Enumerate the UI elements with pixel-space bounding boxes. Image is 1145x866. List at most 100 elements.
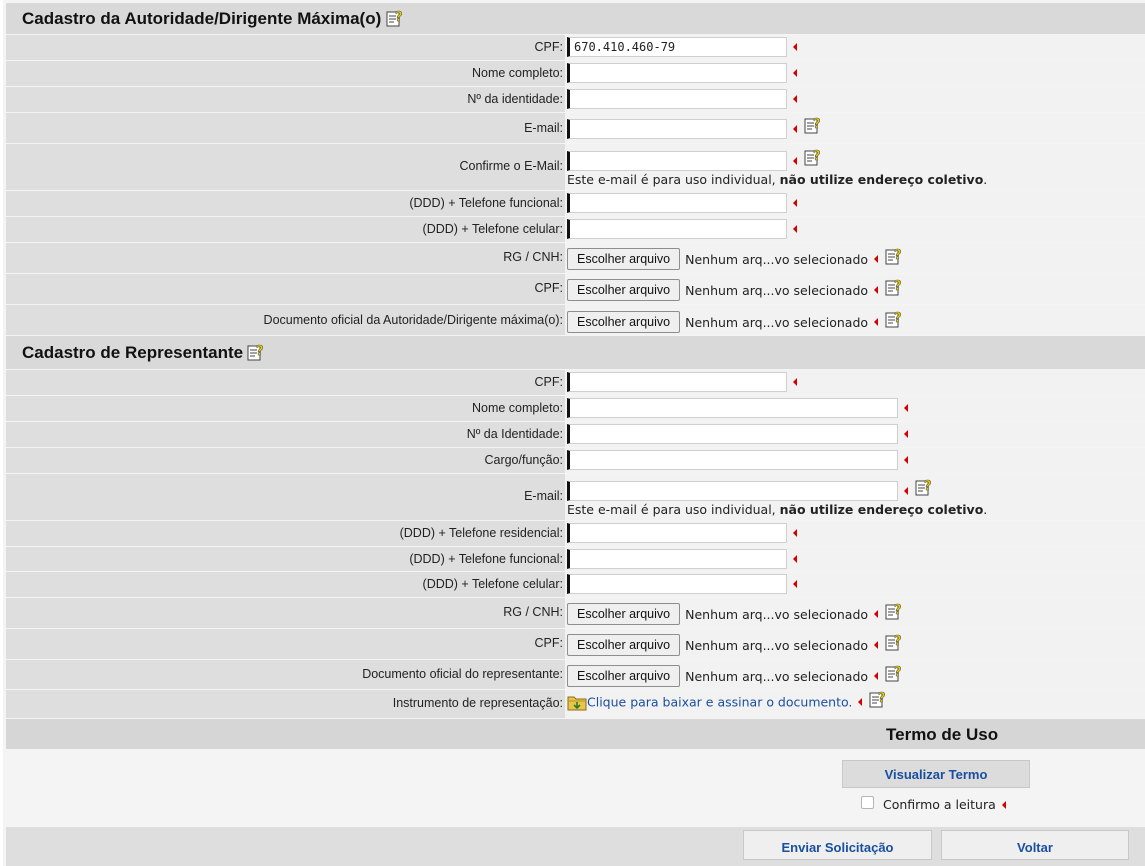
rep-tel-funcional-input[interactable] bbox=[567, 549, 787, 569]
download-document-link[interactable]: Clique para baixar e assinar o documento… bbox=[587, 694, 853, 710]
cpf-doc-label: CPF: bbox=[6, 274, 565, 304]
required-icon bbox=[904, 430, 908, 438]
svg-text:?: ? bbox=[894, 311, 902, 326]
form-row-doc-oficial: Documento oficial da Autoridade/Dirigent… bbox=[6, 305, 1145, 335]
choose-file-button[interactable]: Escolher arquivo bbox=[567, 634, 681, 656]
rep-cargo-label: Cargo/função: bbox=[6, 448, 565, 473]
rep-tel-celular-input[interactable] bbox=[567, 574, 787, 594]
help-icon[interactable]: ? bbox=[885, 247, 903, 266]
rep-identidade-input[interactable] bbox=[567, 424, 898, 444]
nome-input[interactable] bbox=[567, 63, 787, 83]
identidade-label: Nº da identidade: bbox=[6, 87, 565, 112]
form-row-rep-tel-funcional: (DDD) + Telefone funcional: bbox=[6, 547, 1145, 571]
form-row-email: E-mail: ? bbox=[6, 113, 1145, 143]
required-icon bbox=[874, 318, 879, 326]
identidade-input[interactable] bbox=[567, 89, 787, 109]
termo-area: Visualizar Termo Confirmo a leitura bbox=[6, 749, 1145, 827]
termo-title: Termo de Uso bbox=[886, 725, 999, 744]
required-icon bbox=[904, 404, 908, 412]
rg-label: RG / CNH: bbox=[6, 243, 565, 273]
form-row-rep-tel-residencial: (DDD) + Telefone residencial: bbox=[6, 521, 1145, 546]
help-icon[interactable]: ? bbox=[247, 343, 265, 362]
rep-instrumento-label: Instrumento de representação: bbox=[6, 690, 565, 718]
choose-file-button[interactable]: Escolher arquivo bbox=[567, 279, 681, 301]
form-row-rep-cpf: CPF: bbox=[6, 370, 1145, 395]
nome-label: Nome completo: bbox=[6, 61, 565, 86]
svg-text:?: ? bbox=[256, 344, 264, 359]
rep-identidade-label: Nº da Identidade: bbox=[6, 422, 565, 447]
svg-text:?: ? bbox=[395, 10, 403, 25]
required-icon bbox=[904, 487, 908, 495]
svg-text:?: ? bbox=[813, 117, 821, 132]
svg-text:?: ? bbox=[878, 691, 886, 706]
rep-cargo-input[interactable] bbox=[567, 450, 898, 470]
tel-celular-label: (DDD) + Telefone celular: bbox=[6, 217, 565, 242]
rep-cpf-input[interactable] bbox=[567, 372, 787, 392]
help-icon[interactable]: ? bbox=[885, 664, 903, 683]
required-icon bbox=[793, 580, 797, 588]
help-icon[interactable]: ? bbox=[885, 278, 903, 297]
cpf-input[interactable]: 670.410.460-79 bbox=[567, 37, 787, 57]
help-icon[interactable]: ? bbox=[869, 690, 887, 709]
visualizar-termo-button[interactable]: Visualizar Termo bbox=[842, 760, 1030, 788]
file-status: Nenhum arq...vo selecionado bbox=[685, 282, 869, 298]
download-folder-icon[interactable] bbox=[567, 693, 587, 711]
rep-nome-input[interactable] bbox=[567, 398, 898, 418]
tel-funcional-input[interactable] bbox=[567, 193, 787, 213]
help-icon[interactable]: ? bbox=[915, 478, 933, 497]
confirmo-checkbox[interactable] bbox=[861, 796, 874, 809]
email-input[interactable] bbox=[567, 119, 787, 139]
rep-cpf-label: CPF: bbox=[6, 370, 565, 395]
tel-celular-input[interactable] bbox=[567, 219, 787, 239]
footer-bar: Enviar Solicitação Voltar bbox=[6, 827, 1145, 866]
file-status: Nenhum arq...vo selecionado bbox=[685, 251, 869, 267]
voltar-button[interactable]: Voltar bbox=[941, 830, 1129, 860]
rep-tel-funcional-label: (DDD) + Telefone funcional: bbox=[6, 547, 565, 571]
required-icon bbox=[793, 199, 797, 207]
required-icon bbox=[874, 286, 879, 294]
help-icon[interactable]: ? bbox=[386, 9, 404, 28]
required-icon bbox=[793, 555, 797, 563]
help-icon[interactable]: ? bbox=[804, 148, 822, 167]
svg-text:?: ? bbox=[894, 279, 902, 294]
form-row-identidade: Nº da identidade: bbox=[6, 87, 1145, 112]
form-row-rep-cpf-doc: CPF: Escolher arquivo Nenhum arq...vo sel… bbox=[6, 629, 1145, 659]
file-status: Nenhum arq...vo selecionado bbox=[685, 606, 869, 622]
required-icon bbox=[793, 95, 797, 103]
help-icon[interactable]: ? bbox=[885, 602, 903, 621]
confirmo-label: Confirmo a leitura bbox=[883, 797, 996, 812]
email-note-bold: não utilize endereço coletivo bbox=[779, 502, 984, 517]
help-icon[interactable]: ? bbox=[804, 116, 822, 135]
rep-nome-label: Nome completo: bbox=[6, 396, 565, 421]
rep-tel-residencial-label: (DDD) + Telefone residencial: bbox=[6, 521, 565, 546]
form-row-cpf-doc: CPF: Escolher arquivo Nenhum arq...vo sel… bbox=[6, 274, 1145, 304]
required-icon bbox=[793, 378, 797, 386]
form-row-nome: Nome completo: bbox=[6, 61, 1145, 86]
email-note-bold: não utilize endereço coletivo bbox=[779, 172, 984, 187]
enviar-solicitacao-button[interactable]: Enviar Solicitação bbox=[743, 830, 932, 860]
email-label: E-mail: bbox=[6, 113, 565, 143]
svg-text:?: ? bbox=[894, 634, 902, 649]
form-row-cpf: CPF: 670.410.460-79 bbox=[6, 35, 1145, 60]
svg-text:?: ? bbox=[894, 603, 902, 618]
choose-file-button[interactable]: Escolher arquivo bbox=[567, 248, 681, 270]
required-icon bbox=[1002, 801, 1006, 809]
form-row-confirme-email: Confirme o E-Mail: ? Este e-mail é para … bbox=[6, 144, 1145, 190]
choose-file-button[interactable]: Escolher arquivo bbox=[567, 603, 681, 625]
form-row-rg: RG / CNH: Escolher arquivo Nenhum arq...v… bbox=[6, 243, 1145, 273]
choose-file-button[interactable]: Escolher arquivo bbox=[567, 665, 681, 687]
required-icon bbox=[793, 43, 797, 51]
rep-tel-residencial-input[interactable] bbox=[567, 523, 787, 543]
confirme-email-input[interactable] bbox=[567, 151, 787, 171]
rep-email-input[interactable] bbox=[567, 481, 898, 501]
email-note-prefix: Este e-mail é para uso individual, bbox=[567, 172, 780, 187]
help-icon[interactable]: ? bbox=[885, 633, 903, 652]
form-row-rep-identidade: Nº da Identidade: bbox=[6, 422, 1145, 447]
help-icon[interactable]: ? bbox=[885, 310, 903, 329]
choose-file-button[interactable]: Escolher arquivo bbox=[567, 311, 681, 333]
form-row-rep-rg: RG / CNH: Escolher arquivo Nenhum arq...v… bbox=[6, 598, 1145, 628]
email-note-suffix: . bbox=[983, 172, 988, 187]
required-icon bbox=[874, 672, 879, 680]
required-icon bbox=[793, 225, 797, 233]
